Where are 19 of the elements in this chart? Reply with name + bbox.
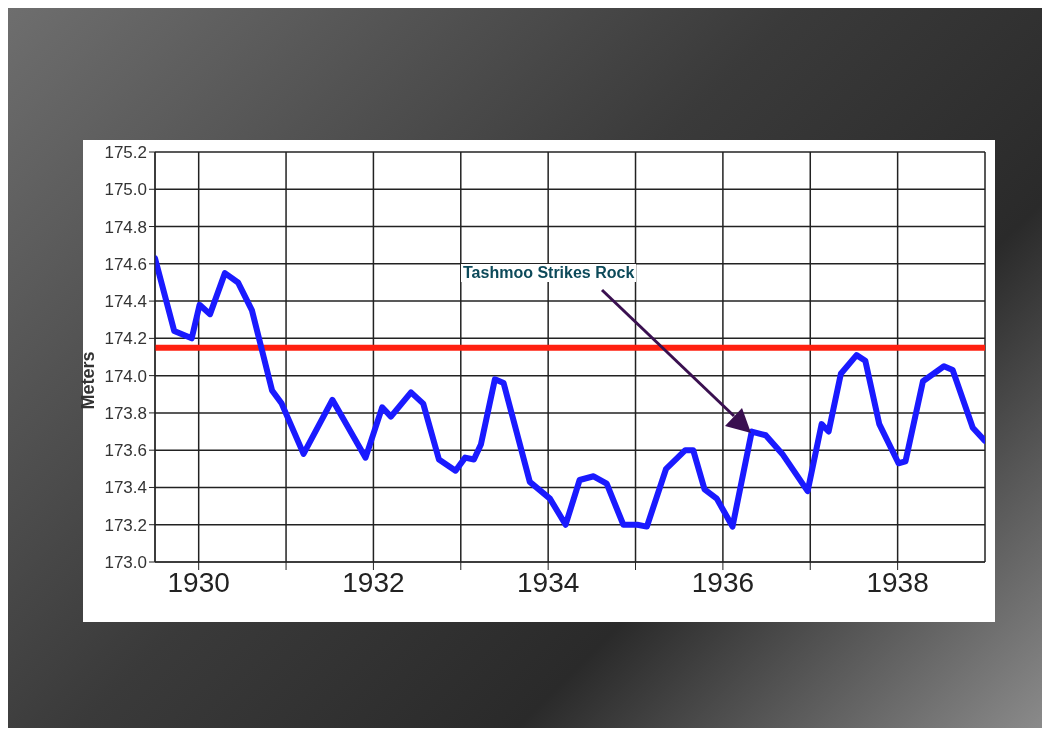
y-tick-label: 173.6 (104, 441, 147, 461)
y-tick-label: 173.8 (104, 403, 147, 423)
y-tick-label: 175.2 (104, 143, 147, 163)
x-tick-label: 1936 (691, 566, 755, 598)
y-tick-label: 174.6 (104, 254, 147, 274)
x-tick-label: 1938 (866, 566, 929, 598)
y-tick-label: 174.2 (104, 329, 147, 349)
x-tick-label: 1934 (517, 566, 580, 598)
y-tick-label: 174.0 (104, 366, 147, 386)
y-axis-title: Meters (77, 350, 99, 410)
x-tick-label: 1930 (167, 566, 230, 598)
y-tick-label: 173.0 (104, 553, 147, 573)
y-tick-label: 174.8 (104, 217, 147, 237)
y-tick-label: 173.2 (104, 515, 147, 535)
x-tick-label: 1932 (342, 566, 405, 598)
annotation: Tashmoo Strikes Rock (461, 264, 637, 282)
y-tick-label: 175.0 (104, 180, 147, 200)
y-tick-label: 173.4 (104, 478, 147, 498)
y-tick-label: 174.4 (104, 292, 147, 312)
